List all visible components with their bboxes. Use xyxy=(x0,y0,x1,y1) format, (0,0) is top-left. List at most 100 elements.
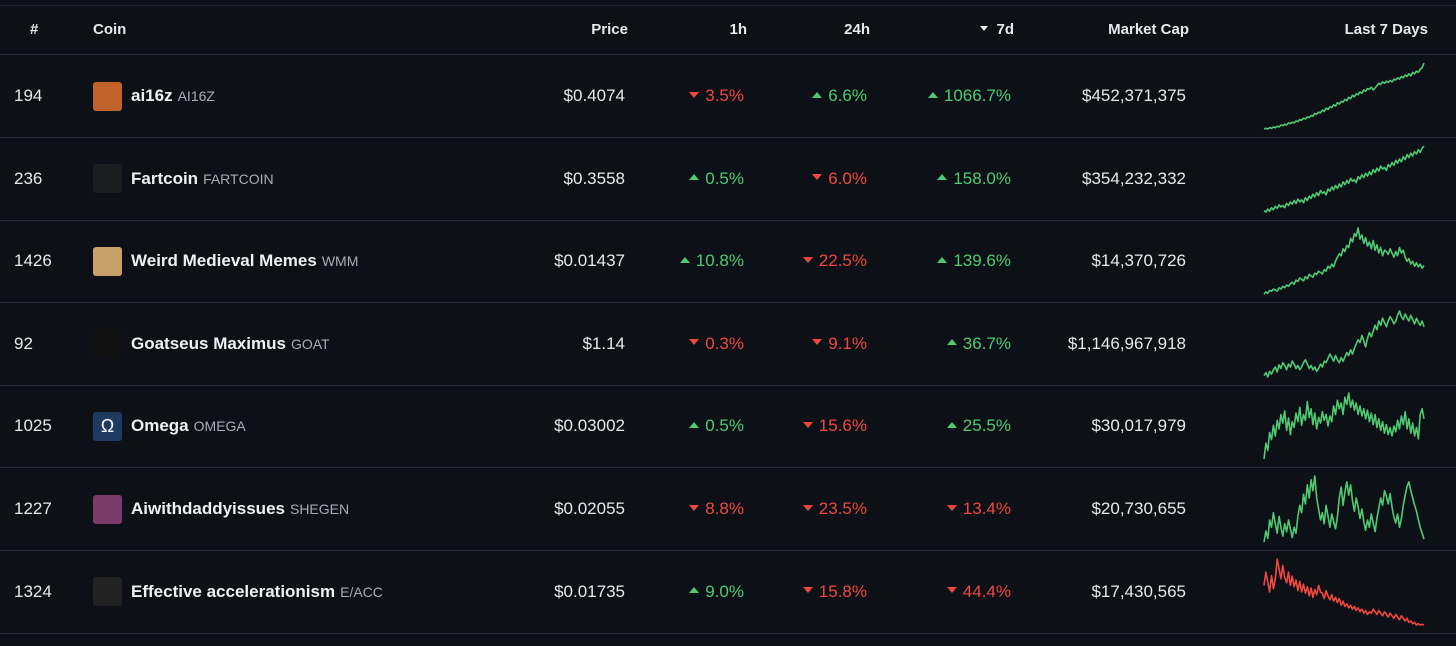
header-price[interactable]: Price xyxy=(591,21,628,38)
caret-up-icon xyxy=(937,174,948,181)
change-1h-value: 3.5% xyxy=(705,86,744,105)
coin-name[interactable]: Fartcoin xyxy=(131,168,199,188)
table-row[interactable]: 236 Fartcoin FARTCOIN $0.3558 0.5% 6.0% 158.0%… xyxy=(0,138,1456,221)
market-cap-cell: $452,371,375 xyxy=(1082,86,1186,105)
header-rank[interactable]: # xyxy=(30,21,39,38)
header-coin[interactable]: Coin xyxy=(93,21,127,38)
price-cell: $0.4074 xyxy=(563,86,625,105)
table-row[interactable]: 1025 Ω Omega OMEGA $0.03002 0.5% 15.6% 25.5% $30… xyxy=(0,385,1456,469)
change-24h-value: 23.5% xyxy=(818,499,867,518)
coin-name[interactable]: ai16z xyxy=(131,86,173,105)
market-cap-cell: $17,430,565 xyxy=(1091,581,1186,601)
sparkline-7d xyxy=(1263,227,1425,295)
sparkline-path xyxy=(1263,145,1425,213)
sparkline-path xyxy=(1263,62,1425,130)
header-7d[interactable]: 7d xyxy=(880,6,1014,54)
change-7d: 13.4% xyxy=(880,468,1011,550)
change-7d: 1066.7% xyxy=(880,55,1011,137)
sparkline-7d xyxy=(1263,557,1425,626)
sparkline-path xyxy=(1263,309,1425,378)
sparkline-7d xyxy=(1263,309,1425,378)
coin-cell[interactable]: Ω Omega OMEGA xyxy=(93,385,246,467)
coin-name[interactable]: Goatseus Maximus xyxy=(131,333,286,353)
caret-up-icon xyxy=(927,91,938,98)
change-1h: 10.8% xyxy=(640,220,744,302)
table-row[interactable]: 1426 Weird Medieval Memes WMM $0.01437 10.8%… xyxy=(0,220,1456,304)
coin-cell[interactable]: Fartcoin FARTCOIN xyxy=(93,138,274,220)
change-24h: 6.0% xyxy=(760,138,867,220)
price-cell: $0.01735 xyxy=(554,581,625,601)
change-1h-value: 9.0% xyxy=(705,581,744,601)
price-cell: $0.3558 xyxy=(563,168,625,188)
change-7d-value: 1066.7% xyxy=(943,86,1011,105)
coin-symbol: OMEGA xyxy=(193,418,246,435)
sparkline-path xyxy=(1263,392,1425,460)
coin-name[interactable]: Aiwithdaddyissues xyxy=(131,499,285,518)
coin-cell[interactable]: Aiwithdaddyissues SHEGEN xyxy=(93,468,349,550)
change-24h: 15.8% xyxy=(760,551,867,633)
rank-cell: 236 xyxy=(14,168,43,188)
sparkline-path xyxy=(1263,227,1425,295)
coin-cell[interactable]: Goatseus Maximus GOAT xyxy=(93,303,330,385)
sort-desc-icon xyxy=(980,25,989,31)
caret-down-icon xyxy=(689,91,700,98)
coin-cell[interactable]: Weird Medieval Memes WMM xyxy=(93,220,358,302)
market-cap-cell: $20,730,655 xyxy=(1091,499,1186,518)
market-cap-cell: $354,232,332 xyxy=(1082,168,1186,188)
price-cell: $0.03002 xyxy=(554,416,625,436)
sparkline-7d xyxy=(1263,392,1425,460)
change-7d: 44.4% xyxy=(880,551,1011,633)
sparkline-7d xyxy=(1263,145,1425,213)
header-1h[interactable]: 1h xyxy=(729,21,747,38)
change-1h: 0.5% xyxy=(640,138,744,220)
change-1h-value: 0.5% xyxy=(705,168,744,188)
change-1h-value: 0.5% xyxy=(705,416,744,436)
change-24h: 23.5% xyxy=(760,468,867,550)
change-7d: 25.5% xyxy=(880,385,1011,467)
rank-cell: 1324 xyxy=(14,581,52,601)
fartcoin-logo-icon xyxy=(93,164,122,194)
change-1h: 0.5% xyxy=(640,385,744,467)
caret-down-icon xyxy=(812,174,823,181)
caret-up-icon xyxy=(812,91,823,98)
wmm-logo-icon xyxy=(93,246,122,276)
table-row[interactable]: 1227 Aiwithdaddyissues SHEGEN $0.02055 8.8% 2… xyxy=(0,468,1456,551)
table-row[interactable]: 1324 Effective accelerationism E/ACC $0.017… xyxy=(0,551,1456,634)
sparkline-path xyxy=(1263,557,1425,626)
market-cap-cell: $14,370,726 xyxy=(1091,251,1186,271)
change-1h-value: 8.8% xyxy=(705,499,744,518)
coin-name[interactable]: Effective accelerationism xyxy=(131,581,336,601)
change-1h-value: 0.3% xyxy=(705,333,744,353)
caret-down-icon xyxy=(812,339,823,346)
sparkline-7d xyxy=(1263,475,1425,543)
header-market-cap[interactable]: Market Cap xyxy=(1108,21,1189,38)
caret-down-icon xyxy=(802,421,813,428)
eacc-logo-icon xyxy=(93,577,122,607)
change-1h: 9.0% xyxy=(640,551,744,633)
change-24h: 22.5% xyxy=(760,220,867,302)
sparkline-path xyxy=(1263,475,1425,543)
caret-up-icon xyxy=(689,587,700,594)
change-24h-value: 15.8% xyxy=(818,581,867,601)
coin-cell[interactable]: ai16z AI16Z xyxy=(93,55,215,137)
change-24h-value: 22.5% xyxy=(818,251,867,271)
caret-up-icon xyxy=(946,339,957,346)
rank-cell: 92 xyxy=(14,333,33,353)
table-row[interactable]: 92 Goatseus Maximus GOAT $1.14 0.3% 9.1% 36.7%… xyxy=(0,303,1456,386)
market-cap-cell: $1,146,967,918 xyxy=(1067,333,1186,353)
change-7d-value: 158.0% xyxy=(953,168,1011,188)
caret-up-icon xyxy=(689,174,700,181)
caret-down-icon xyxy=(689,339,700,346)
market-cap-cell: $30,017,979 xyxy=(1091,416,1186,436)
coin-name[interactable]: Weird Medieval Memes xyxy=(131,251,317,271)
coin-name[interactable]: Omega xyxy=(131,416,189,436)
coin-cell[interactable]: Effective accelerationism E/ACC xyxy=(93,551,383,633)
change-7d-value: 139.6% xyxy=(953,251,1011,271)
change-1h: 3.5% xyxy=(640,55,744,137)
header-24h[interactable]: 24h xyxy=(844,21,870,38)
ai16z-logo-icon xyxy=(93,81,122,111)
coin-symbol: FARTCOIN xyxy=(203,170,274,187)
sparkline-7d xyxy=(1263,62,1425,130)
top-divider xyxy=(0,5,1456,6)
table-row[interactable]: 194 ai16z AI16Z $0.4074 3.5% 6.6% 1066.7% $452,… xyxy=(0,55,1456,138)
